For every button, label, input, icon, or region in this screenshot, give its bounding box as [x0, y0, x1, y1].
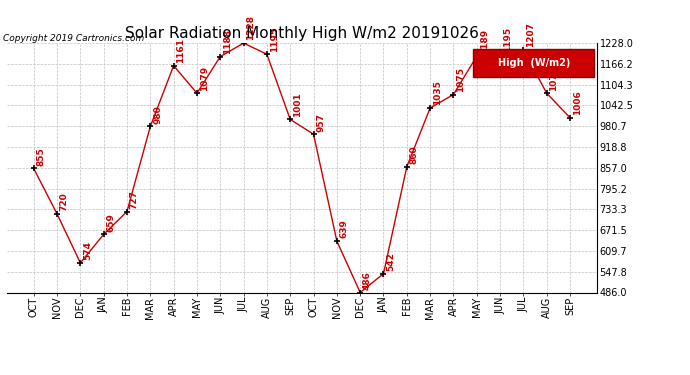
Text: 574: 574 [83, 241, 92, 260]
Text: 1207: 1207 [526, 22, 535, 48]
FancyBboxPatch shape [473, 50, 594, 77]
Text: 1035: 1035 [433, 80, 442, 105]
Text: 1001: 1001 [293, 92, 302, 117]
Text: 727: 727 [130, 190, 139, 209]
Text: 1195: 1195 [270, 26, 279, 51]
Text: 1075: 1075 [456, 67, 465, 92]
Text: 1079: 1079 [199, 65, 209, 90]
Text: 1006: 1006 [573, 90, 582, 115]
Text: 1161: 1161 [177, 38, 186, 63]
Text: Copyright 2019 Cartronics.com: Copyright 2019 Cartronics.com [3, 34, 145, 43]
Text: 1189: 1189 [480, 28, 489, 54]
Text: 855: 855 [37, 147, 46, 166]
Text: 1228: 1228 [246, 15, 255, 40]
Text: 639: 639 [339, 219, 348, 239]
Text: 860: 860 [410, 146, 419, 164]
Text: High  (W/m2): High (W/m2) [497, 58, 570, 68]
Text: 957: 957 [316, 112, 325, 132]
Text: 542: 542 [386, 252, 395, 271]
Text: 980: 980 [153, 105, 162, 124]
Text: 486: 486 [363, 271, 372, 290]
Title: Solar Radiation Monthly High W/m2 20191026: Solar Radiation Monthly High W/m2 201910… [125, 26, 479, 40]
Text: 1195: 1195 [503, 26, 512, 51]
Text: 720: 720 [60, 192, 69, 211]
Text: 659: 659 [106, 213, 115, 232]
Text: 1079: 1079 [549, 65, 558, 90]
Text: 1188: 1188 [223, 29, 232, 54]
